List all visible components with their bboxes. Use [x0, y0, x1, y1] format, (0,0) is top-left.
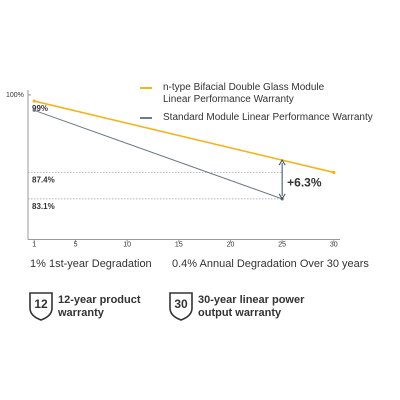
annotation-label: 99%	[32, 104, 48, 113]
badge-icon	[29, 292, 53, 321]
x-tick-label: 10	[123, 241, 131, 248]
badge-icon	[169, 292, 193, 321]
badge-text: 12-year product warranty	[58, 294, 141, 319]
delta-label: +6.3%	[287, 176, 322, 190]
y-tick-label: 100%	[6, 92, 24, 99]
point	[32, 99, 36, 103]
x-tick-label: 25	[278, 241, 286, 248]
annotation-label: 83.1%	[32, 202, 55, 211]
x-tick-label: 20	[227, 241, 235, 248]
point	[32, 108, 36, 112]
x-tick-label: 15	[175, 241, 183, 248]
badge-text: 30-year linear power output warranty	[198, 294, 305, 319]
legend-label: n-type Bifacial Double Glass Module Line…	[163, 82, 325, 105]
annotation-label: 87.4%	[32, 176, 55, 185]
x-tick-label: 1	[32, 241, 36, 248]
series-line	[34, 100, 334, 174]
caption: 1% 1st-year Degradation	[30, 258, 152, 270]
badge-number: 30	[174, 297, 188, 311]
arrow-head	[278, 193, 286, 200]
legend-label: Standard Module Linear Performance Warra…	[163, 112, 373, 123]
series-line	[34, 109, 283, 200]
caption: 0.4% Annual Degradation Over 30 years	[172, 258, 369, 270]
badge-number: 12	[34, 297, 48, 311]
point	[332, 170, 336, 175]
x-tick-label: 30	[330, 241, 338, 248]
arrow-head	[278, 159, 286, 166]
x-tick-label: 5	[74, 241, 78, 248]
